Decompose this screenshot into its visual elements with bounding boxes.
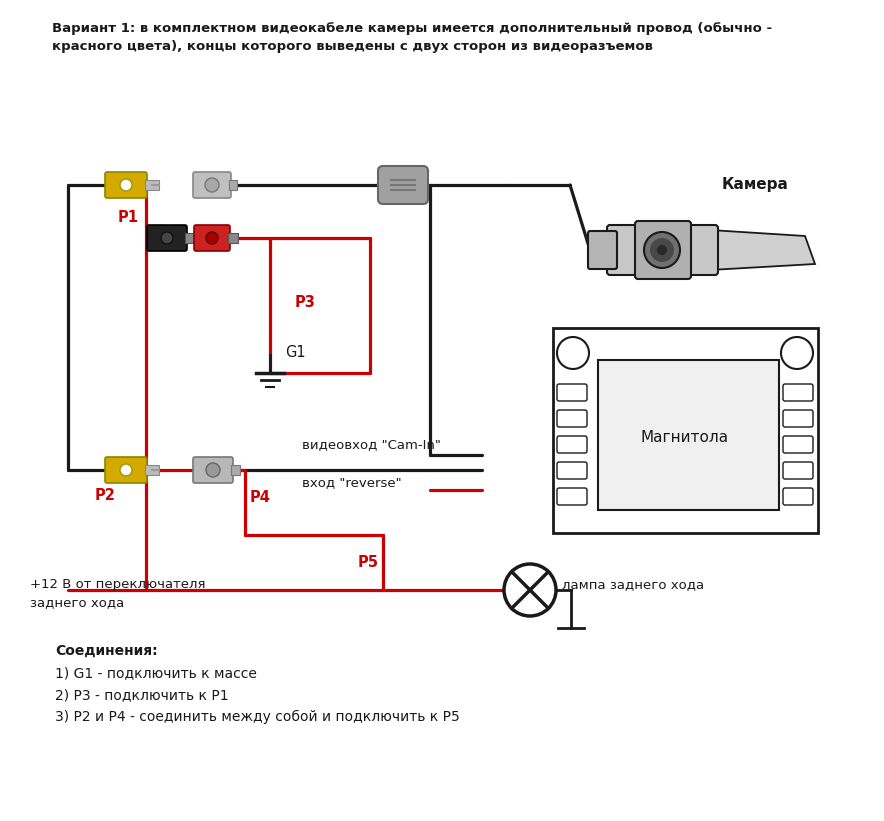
FancyBboxPatch shape: [193, 172, 231, 198]
FancyBboxPatch shape: [194, 225, 230, 251]
Bar: [185, 233, 197, 243]
FancyBboxPatch shape: [105, 172, 147, 198]
FancyBboxPatch shape: [635, 221, 691, 279]
Circle shape: [206, 463, 220, 477]
Text: Вариант 1: в комплектном видеокабеле камеры имеется дополнительный провод (обычн: Вариант 1: в комплектном видеокабеле кам…: [52, 22, 772, 35]
FancyBboxPatch shape: [147, 225, 187, 251]
Text: Камера: Камера: [721, 177, 789, 192]
FancyBboxPatch shape: [105, 457, 147, 483]
Circle shape: [504, 564, 556, 616]
Text: P4: P4: [250, 490, 271, 505]
FancyBboxPatch shape: [783, 384, 813, 401]
Circle shape: [657, 245, 667, 255]
FancyBboxPatch shape: [783, 488, 813, 505]
FancyBboxPatch shape: [588, 231, 617, 269]
Bar: [228, 233, 238, 243]
FancyBboxPatch shape: [557, 384, 587, 401]
Text: P3: P3: [295, 295, 316, 310]
Bar: [145, 180, 159, 190]
Polygon shape: [710, 230, 815, 270]
FancyBboxPatch shape: [557, 462, 587, 479]
FancyBboxPatch shape: [783, 462, 813, 479]
Text: 3) P2 и P4 - соединить между собой и подключить к P5: 3) P2 и P4 - соединить между собой и под…: [55, 710, 460, 724]
Text: красного цвета), концы которого выведены с двух сторон из видеоразъемов: красного цвета), концы которого выведены…: [52, 40, 653, 53]
FancyBboxPatch shape: [557, 436, 587, 453]
Text: P2: P2: [95, 488, 116, 503]
Bar: [145, 465, 159, 475]
Circle shape: [557, 337, 589, 369]
Text: +12 В от переключателя: +12 В от переключателя: [30, 578, 205, 591]
Circle shape: [644, 232, 680, 268]
Text: лампа заднего хода: лампа заднего хода: [562, 578, 705, 591]
Text: P1: P1: [118, 210, 139, 225]
Circle shape: [120, 464, 132, 476]
Circle shape: [120, 179, 132, 191]
FancyBboxPatch shape: [783, 436, 813, 453]
Text: вход "reverse": вход "reverse": [302, 476, 401, 489]
Text: заднего хода: заднего хода: [30, 596, 125, 609]
Circle shape: [781, 337, 813, 369]
Text: видеовход "Cam-In": видеовход "Cam-In": [302, 438, 441, 452]
Circle shape: [206, 232, 218, 244]
FancyBboxPatch shape: [193, 457, 233, 483]
FancyBboxPatch shape: [557, 410, 587, 427]
FancyBboxPatch shape: [607, 225, 718, 275]
Text: Магнитола: Магнитола: [641, 430, 729, 446]
FancyBboxPatch shape: [557, 488, 587, 505]
FancyBboxPatch shape: [378, 166, 428, 204]
Bar: [229, 180, 237, 190]
Text: Соединения:: Соединения:: [55, 644, 157, 658]
Text: 2) P3 - подключить к P1: 2) P3 - подключить к P1: [55, 688, 229, 702]
Circle shape: [650, 238, 674, 262]
Bar: [553, 328, 818, 533]
FancyBboxPatch shape: [598, 360, 779, 510]
Text: G1: G1: [285, 345, 306, 360]
FancyBboxPatch shape: [783, 410, 813, 427]
Text: P5: P5: [358, 555, 379, 570]
Bar: [231, 465, 240, 475]
Text: 1) G1 - подключить к массе: 1) G1 - подключить к массе: [55, 666, 257, 680]
Circle shape: [161, 232, 173, 244]
Circle shape: [205, 178, 219, 192]
